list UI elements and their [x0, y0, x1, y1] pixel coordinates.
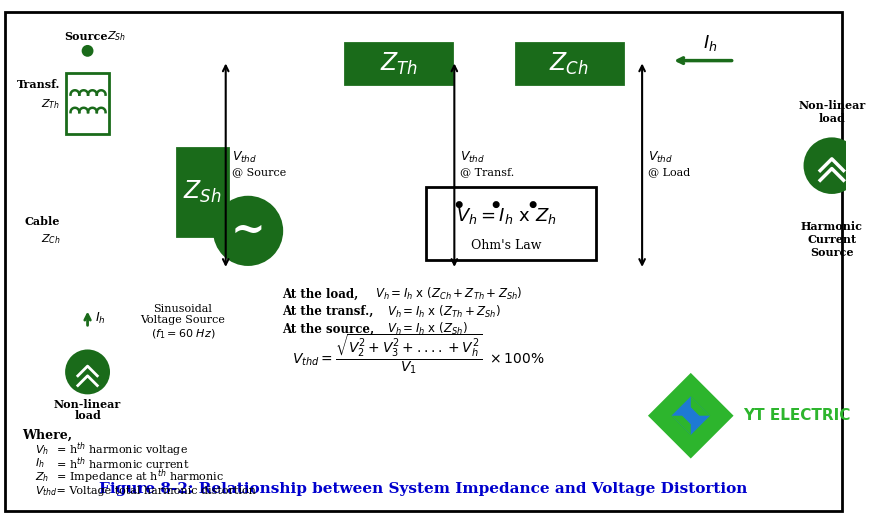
Text: Non-linear: Non-linear	[54, 399, 121, 410]
Text: Transf.: Transf.	[17, 79, 60, 90]
Bar	[177, 148, 228, 236]
Text: = h$^{th}$ harmonic voltage: = h$^{th}$ harmonic voltage	[52, 440, 188, 459]
Text: $Z_{Ch}$: $Z_{Ch}$	[41, 232, 60, 245]
Text: Non-linear
load: Non-linear load	[797, 100, 865, 124]
Text: @ Transf.: @ Transf.	[460, 167, 514, 177]
Text: @ Load: @ Load	[647, 167, 689, 177]
Circle shape	[66, 350, 109, 393]
Polygon shape	[671, 396, 709, 435]
Circle shape	[494, 202, 498, 207]
Text: $Z_{Sh}$: $Z_{Sh}$	[107, 29, 126, 43]
Text: load: load	[74, 410, 101, 421]
Text: $V_h = I_h\ \mathrm{x}\ (Z_{Th} + Z_{Sh})$: $V_h = I_h\ \mathrm{x}\ (Z_{Th} + Z_{Sh}…	[387, 303, 501, 320]
Text: Ohm's Law: Ohm's Law	[470, 239, 541, 252]
Text: @ Source: @ Source	[231, 167, 286, 177]
Text: $V_{thd}$: $V_{thd}$	[647, 150, 673, 165]
Text: $I_h$: $I_h$	[96, 311, 106, 326]
Text: $V_{thd}$: $V_{thd}$	[35, 484, 57, 497]
Text: $I_h$: $I_h$	[702, 33, 717, 53]
Bar	[515, 43, 622, 84]
Bar	[66, 73, 109, 133]
Text: $V_{thd} = \dfrac{\sqrt{V_2^2 + V_3^2 + .... + V_h^2}}{V_1}\ \times 100\%$: $V_{thd} = \dfrac{\sqrt{V_2^2 + V_3^2 + …	[291, 333, 544, 376]
Text: $V_{thd}$: $V_{thd}$	[231, 150, 256, 165]
Text: Figure 8-2: Relationship between System Impedance and Voltage Distortion: Figure 8-2: Relationship between System …	[99, 482, 746, 496]
Polygon shape	[671, 416, 690, 435]
Text: $V_h = I_h\ \mathsf{x}\ Z_h$: $V_h = I_h\ \mathsf{x}\ Z_h$	[455, 206, 555, 226]
Circle shape	[83, 46, 92, 56]
Text: At the load,: At the load,	[282, 288, 358, 301]
Polygon shape	[647, 373, 733, 459]
Circle shape	[804, 139, 858, 193]
Text: $Z_{Sh}$: $Z_{Sh}$	[182, 179, 222, 205]
Text: At the transf.,: At the transf.,	[282, 305, 373, 318]
Text: = Impedance at h$^{th}$ harmonic: = Impedance at h$^{th}$ harmonic	[52, 468, 223, 486]
Text: Sinusoidal
Voltage Source
$(f_1 = 60\ Hz)$: Sinusoidal Voltage Source $(f_1 = 60\ Hz…	[140, 304, 225, 341]
Text: Source: Source	[63, 31, 107, 42]
Text: $Z_{Th}$: $Z_{Th}$	[380, 50, 417, 76]
Polygon shape	[690, 396, 709, 416]
Text: $V_h = I_h\ \mathrm{x}\ (Z_{Ch} + Z_{Th} + Z_{Sh})$: $V_h = I_h\ \mathrm{x}\ (Z_{Ch} + Z_{Th}…	[375, 286, 521, 302]
Text: Cable: Cable	[25, 215, 60, 226]
Text: $I_h$: $I_h$	[35, 457, 44, 470]
Text: Where,: Where,	[23, 429, 72, 441]
Text: = h$^{th}$ harmonic current: = h$^{th}$ harmonic current	[52, 455, 189, 472]
Text: $V_h$: $V_h$	[35, 443, 49, 457]
Text: $Z_{Th}$: $Z_{Th}$	[41, 97, 60, 111]
Text: At the source,: At the source,	[282, 323, 374, 336]
Text: = Voltage total harmonic distortion: = Voltage total harmonic distortion	[52, 486, 255, 496]
Bar	[345, 43, 452, 84]
Text: YT ELECTRIC: YT ELECTRIC	[742, 408, 850, 423]
Text: $Z_h$: $Z_h$	[35, 470, 50, 484]
Text: $V_h = I_h\ \mathrm{x}\ (Z_{Sh})$: $V_h = I_h\ \mathrm{x}\ (Z_{Sh})$	[387, 321, 468, 337]
Circle shape	[456, 202, 461, 207]
Circle shape	[530, 202, 535, 207]
Text: $Z_{Ch}$: $Z_{Ch}$	[548, 50, 588, 76]
Bar	[426, 187, 596, 260]
Text: $V_{thd}$: $V_{thd}$	[460, 150, 485, 165]
Text: ~: ~	[230, 210, 265, 252]
Text: Harmonic
Current
Source: Harmonic Current Source	[799, 221, 862, 258]
Circle shape	[214, 197, 282, 265]
